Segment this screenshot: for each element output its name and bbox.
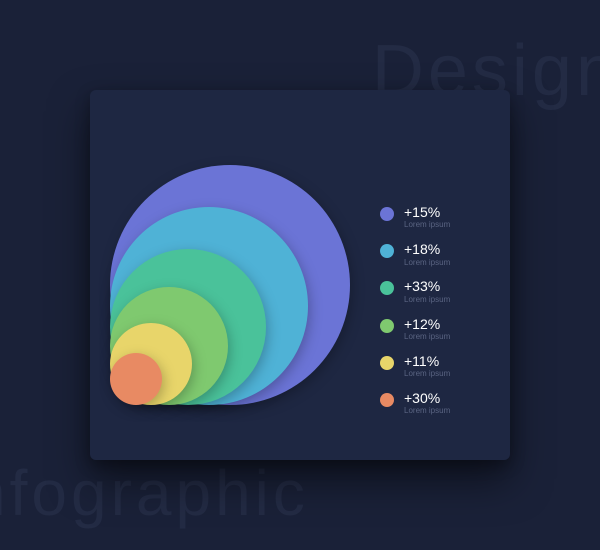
legend-text: +12%Lorem ipsum: [404, 317, 450, 342]
legend-swatch-icon: [380, 207, 394, 221]
legend-swatch-icon: [380, 393, 394, 407]
legend-text: +33% Lorem ipsum: [404, 279, 450, 304]
bg-text-infographic: nfographic: [0, 456, 309, 530]
legend-item-4: +11%Lorem ipsum: [380, 354, 490, 379]
legend-value: +33%: [404, 279, 450, 294]
legend-value: +11%: [404, 354, 450, 369]
legend-value: +12%: [404, 317, 450, 332]
legend-item-2: +33% Lorem ipsum: [380, 279, 490, 304]
legend-subtitle: Lorem ipsum: [404, 296, 450, 305]
legend-subtitle: Lorem ipsum: [404, 333, 450, 342]
nested-circle-chart: [110, 155, 360, 405]
legend-item-5: +30%Lorem ipsum: [380, 391, 490, 416]
legend-swatch-icon: [380, 319, 394, 333]
legend-item-3: +12%Lorem ipsum: [380, 317, 490, 342]
chart-card: +15%Lorem ipsum+18%Lorem ipsum+33%Lorem …: [90, 90, 510, 460]
legend-swatch-icon: [380, 356, 394, 370]
legend: +15%Lorem ipsum+18%Lorem ipsum+33%Lorem …: [380, 205, 490, 428]
legend-swatch-icon: [380, 244, 394, 258]
legend-subtitle: Lorem ipsum: [404, 370, 450, 379]
legend-text: +11%Lorem ipsum: [404, 354, 450, 379]
legend-value: +30%: [404, 391, 450, 406]
legend-item-0: +15%Lorem ipsum: [380, 205, 490, 230]
legend-value: +15%: [404, 205, 450, 220]
legend-text: +30%Lorem ipsum: [404, 391, 450, 416]
legend-swatch-icon: [380, 281, 394, 295]
legend-subtitle: Lorem ipsum: [404, 259, 450, 268]
legend-text: +18% Lorem ipsum: [404, 242, 450, 267]
legend-value: +18%: [404, 242, 450, 257]
legend-subtitle: Lorem ipsum: [404, 407, 450, 416]
legend-item-1: +18% Lorem ipsum: [380, 242, 490, 267]
legend-text: +15%Lorem ipsum: [404, 205, 450, 230]
legend-subtitle: Lorem ipsum: [404, 221, 450, 230]
circle-5: [110, 353, 162, 405]
